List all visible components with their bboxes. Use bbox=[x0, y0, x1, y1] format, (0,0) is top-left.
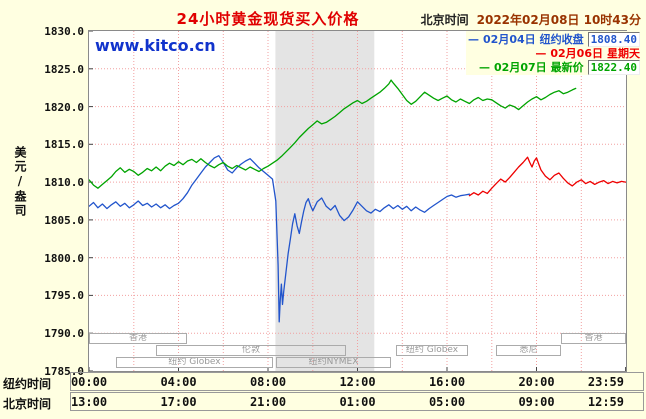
bj-time-row-box bbox=[70, 392, 644, 411]
legend-line-icon: — bbox=[535, 46, 547, 60]
y-tick-label: 1785.0 bbox=[44, 365, 84, 378]
y-tick-label: 1795.0 bbox=[44, 289, 84, 303]
x-time-label: 08:00 bbox=[249, 375, 287, 389]
price-line-chart bbox=[89, 31, 626, 371]
legend-item: —02月04日 纽约收盘 1808.40 bbox=[468, 31, 640, 47]
x-time-label: 04:00 bbox=[160, 375, 197, 389]
y-tick-label: 1815.0 bbox=[44, 138, 84, 152]
x-time-label: 16:00 bbox=[428, 375, 466, 389]
session-band-悉尼: 悉尼 bbox=[496, 345, 561, 356]
x-time-label: 12:00 bbox=[339, 375, 376, 389]
legend-line-icon: — bbox=[468, 32, 480, 46]
y-tick-label: 1805.0 bbox=[44, 213, 84, 227]
x-time-label: 13:00 bbox=[70, 395, 108, 409]
x-time-label: 17:00 bbox=[160, 395, 197, 409]
price-line bbox=[89, 79, 577, 189]
session-band-香港: 香港 bbox=[561, 333, 626, 344]
legend-item: —02月06日 星期天 bbox=[468, 46, 640, 61]
bj-time-row-label: 北京时间 bbox=[3, 397, 52, 411]
beijing-datetime: 北京时间 2022年02月08日 10时43分 bbox=[421, 11, 641, 28]
session-band-伦敦: 伦敦 bbox=[156, 345, 346, 356]
x-time-label: 09:00 bbox=[518, 395, 555, 409]
session-band-纽约-Globex: 纽约 Globex bbox=[116, 357, 273, 368]
legend-date: 02月07日 bbox=[494, 61, 547, 74]
session-band-香港: 香港 bbox=[89, 333, 187, 344]
legend-date: 02月06日 bbox=[550, 47, 603, 60]
session-band-纽约NYMEX: 纽约NYMEX bbox=[276, 357, 391, 368]
legend-label: 最新价 bbox=[550, 61, 584, 74]
y-tick-label: 1810.0 bbox=[44, 176, 84, 190]
bj-time-row: 北京时间 13:00 17:00 21:00 01:00 05:00 09:00 12:59 bbox=[0, 392, 645, 411]
y-tick-label: 1830.0 bbox=[44, 25, 84, 38]
x-time-label: 01:00 bbox=[339, 395, 376, 409]
legend-line-icon: — bbox=[479, 60, 491, 74]
legend-item: —02月07日 最新价 1822.40 bbox=[468, 59, 640, 75]
ny-time-row-label: 纽约时间 bbox=[3, 377, 52, 391]
y-tick-label: 1790.0 bbox=[44, 327, 84, 341]
ny-time-row: 纽约时间 00:00 04:00 08:00 12:00 16:00 20:00 23:59 bbox=[0, 372, 645, 391]
legend-label: 纽约收盘 bbox=[539, 33, 584, 46]
legend-value: 1808.40 bbox=[587, 31, 640, 47]
x-time-label: 20:00 bbox=[518, 375, 555, 389]
x-time-label: 12:59 bbox=[587, 395, 624, 409]
session-band-纽约-Globex: 纽约 Globex bbox=[396, 345, 468, 356]
x-time-label: 00:00 bbox=[70, 375, 108, 389]
legend-date: 02月04日 bbox=[483, 33, 536, 46]
price-line bbox=[468, 156, 626, 197]
legend-value: 1822.40 bbox=[587, 59, 640, 75]
y-tick-label: 1820.0 bbox=[44, 100, 84, 114]
chart-legend: —02月04日 纽约收盘 1808.40—02月06日 星期天 —02月07日 最新价 18… bbox=[466, 31, 642, 75]
chart-plot-area: www.kitco.cn bbox=[88, 30, 627, 372]
ny-time-row-box bbox=[70, 372, 644, 391]
y-tick-label: 1825.0 bbox=[44, 62, 84, 76]
x-time-label: 23:59 bbox=[587, 375, 624, 389]
price-line bbox=[89, 155, 471, 323]
timezone-label: 北京时间 bbox=[420, 13, 469, 27]
legend-label: 星期天 bbox=[607, 47, 640, 60]
page-title: 24小时黄金现货买入价格 bbox=[176, 10, 360, 28]
datetime-value: 2022年02月08日 10时43分 bbox=[476, 13, 641, 27]
y-tick-label: 1800.0 bbox=[44, 251, 84, 265]
x-time-label: 21:00 bbox=[249, 395, 287, 409]
y-axis-unit-label: 美元/盎司 bbox=[13, 146, 27, 218]
kitco-watermark-link[interactable]: www.kitco.cn bbox=[95, 36, 216, 55]
x-time-label: 05:00 bbox=[428, 395, 466, 409]
